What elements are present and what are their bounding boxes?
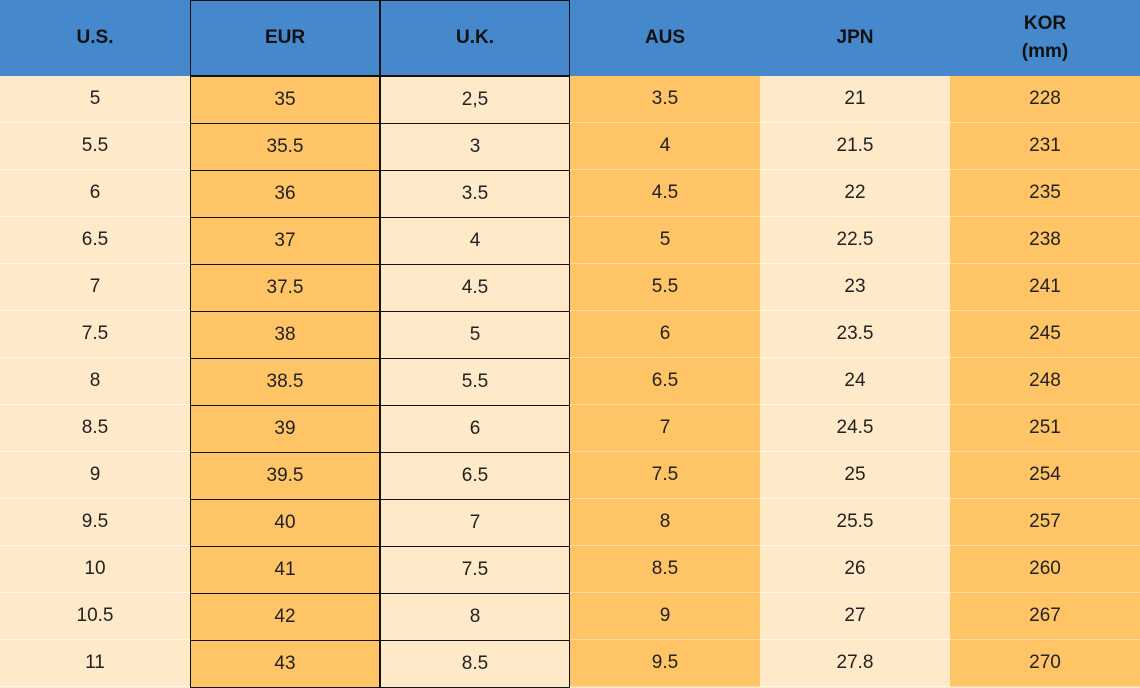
table-cell: 38 bbox=[190, 311, 380, 359]
table-cell: 5 bbox=[380, 311, 570, 359]
table-cell: 5 bbox=[570, 217, 760, 264]
table-cell: 7.5 bbox=[0, 311, 190, 358]
table-cell: 9.5 bbox=[0, 499, 190, 546]
table-cell: 4 bbox=[570, 123, 760, 170]
table-cell: 38.5 bbox=[190, 358, 380, 406]
table-cell: 235 bbox=[950, 170, 1140, 217]
table-cell: 3.5 bbox=[380, 170, 570, 218]
table-cell: 26 bbox=[760, 546, 950, 593]
table-cell: 6 bbox=[570, 311, 760, 358]
table-cell: 4 bbox=[380, 217, 570, 265]
table-cell: 11 bbox=[0, 640, 190, 687]
table-cell: 35.5 bbox=[190, 123, 380, 171]
column-header: EUR bbox=[190, 0, 380, 76]
table-cell: 39.5 bbox=[190, 452, 380, 500]
table-cell: 238 bbox=[950, 217, 1140, 264]
table-cell: 24.5 bbox=[760, 405, 950, 452]
table-cell: 231 bbox=[950, 123, 1140, 170]
table-cell: 7.5 bbox=[570, 452, 760, 499]
table-cell: 25 bbox=[760, 452, 950, 499]
table-cell: 43 bbox=[190, 640, 380, 688]
table-cell: 257 bbox=[950, 499, 1140, 546]
table-cell: 8.5 bbox=[570, 546, 760, 593]
table-cell: 228 bbox=[950, 76, 1140, 123]
table-cell: 267 bbox=[950, 593, 1140, 640]
table-cell: 39 bbox=[190, 405, 380, 453]
table-cell: 10 bbox=[0, 546, 190, 593]
table-cell: 3.5 bbox=[570, 76, 760, 123]
table-cell: 241 bbox=[950, 264, 1140, 311]
table-cell: 10.5 bbox=[0, 593, 190, 640]
table-cell: 4.5 bbox=[570, 170, 760, 217]
table-cell: 7.5 bbox=[380, 546, 570, 594]
table-cell: 254 bbox=[950, 452, 1140, 499]
table-cell: 35 bbox=[190, 76, 380, 124]
table-cell: 260 bbox=[950, 546, 1140, 593]
table-cell: 41 bbox=[190, 546, 380, 594]
table-cell: 21 bbox=[760, 76, 950, 123]
table-cell: 6.5 bbox=[570, 358, 760, 405]
table-cell: 5.5 bbox=[0, 123, 190, 170]
table-cell: 3 bbox=[380, 123, 570, 171]
table-cell: 5.5 bbox=[380, 358, 570, 406]
table-cell: 25.5 bbox=[760, 499, 950, 546]
column-header: JPN bbox=[760, 0, 950, 76]
table-cell: 7 bbox=[380, 499, 570, 547]
table-cell: 24 bbox=[760, 358, 950, 405]
column-header: KOR (mm) bbox=[950, 0, 1140, 76]
table-cell: 42 bbox=[190, 593, 380, 641]
table-cell: 5 bbox=[0, 76, 190, 123]
table-cell: 36 bbox=[190, 170, 380, 218]
table-cell: 8 bbox=[0, 358, 190, 405]
table-cell: 6 bbox=[0, 170, 190, 217]
table-cell: 37.5 bbox=[190, 264, 380, 312]
column-header: U.K. bbox=[380, 0, 570, 76]
table-cell: 27.8 bbox=[760, 640, 950, 687]
table-cell: 6.5 bbox=[380, 452, 570, 500]
table-cell: 23.5 bbox=[760, 311, 950, 358]
table-cell: 27 bbox=[760, 593, 950, 640]
table-cell: 7 bbox=[570, 405, 760, 452]
table-cell: 40 bbox=[190, 499, 380, 547]
table-cell: 7 bbox=[0, 264, 190, 311]
table-cell: 4.5 bbox=[380, 264, 570, 312]
table-cell: 251 bbox=[950, 405, 1140, 452]
table-cell: 2,5 bbox=[380, 76, 570, 124]
table-cell: 23 bbox=[760, 264, 950, 311]
table-cell: 9 bbox=[570, 593, 760, 640]
table-cell: 270 bbox=[950, 640, 1140, 687]
table-cell: 5.5 bbox=[570, 264, 760, 311]
table-cell: 9 bbox=[0, 452, 190, 499]
table-cell: 6.5 bbox=[0, 217, 190, 264]
column-header: AUS bbox=[570, 0, 760, 76]
table-cell: 8 bbox=[380, 593, 570, 641]
column-header: U.S. bbox=[0, 0, 190, 76]
table-cell: 21.5 bbox=[760, 123, 950, 170]
table-cell: 8 bbox=[570, 499, 760, 546]
table-cell: 8.5 bbox=[380, 640, 570, 688]
table-cell: 8.5 bbox=[0, 405, 190, 452]
table-cell: 22.5 bbox=[760, 217, 950, 264]
table-cell: 9.5 bbox=[570, 640, 760, 687]
table-cell: 37 bbox=[190, 217, 380, 265]
table-cell: 245 bbox=[950, 311, 1140, 358]
table-cell: 248 bbox=[950, 358, 1140, 405]
table-cell: 6 bbox=[380, 405, 570, 453]
table-cell: 22 bbox=[760, 170, 950, 217]
